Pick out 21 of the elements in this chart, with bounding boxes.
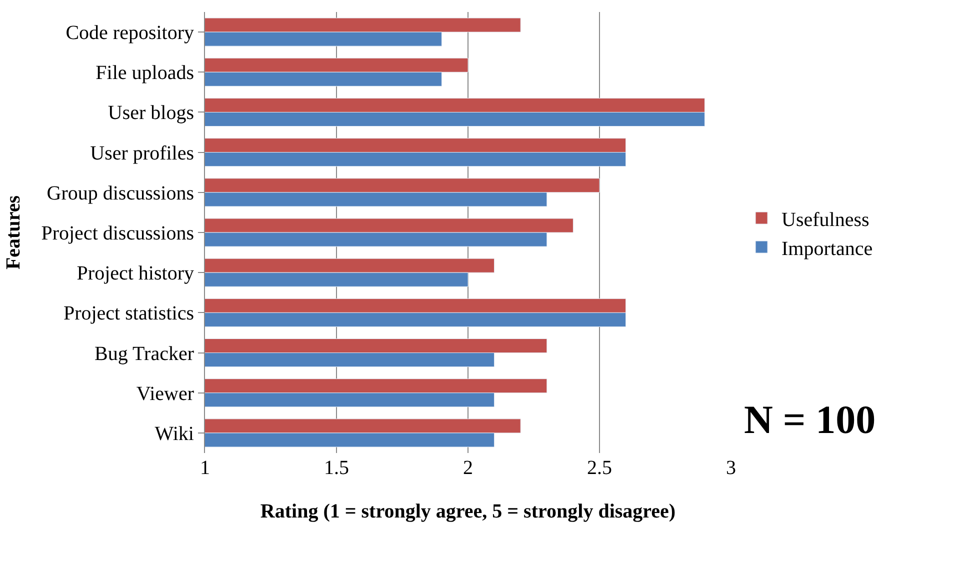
x-tick-label: 2 <box>463 457 473 479</box>
y-tick-label: User profiles <box>90 142 194 164</box>
y-tick-label: Bug Tracker <box>94 342 194 365</box>
y-tick-label: Code repository <box>66 22 194 44</box>
y-axis-title: Features <box>2 195 25 270</box>
y-tick-label: File uploads <box>96 62 194 84</box>
y-tick-label: User blogs <box>108 102 194 124</box>
y-tick-label: Project discussions <box>41 222 194 244</box>
x-axis-title: Rating (1 = strongly agree, 5 = strongly disagree) <box>260 500 676 522</box>
x-tick-label: 2.5 <box>587 457 612 479</box>
y-tick-label: Group discussions <box>46 182 194 204</box>
y-tick-label: Project history <box>76 262 194 285</box>
y-tick-label: Wiki <box>154 422 194 445</box>
x-tick-label: 1.5 <box>324 457 349 479</box>
y-tick-label: Viewer <box>136 382 194 405</box>
x-tick-label: 3 <box>726 457 736 479</box>
x-tick-label: 1 <box>200 457 210 479</box>
legend-label: Usefulness <box>782 208 870 231</box>
legend-label: Importance <box>782 238 873 260</box>
text: N = 100 <box>744 397 876 442</box>
y-tick-label: Project statistics <box>63 302 194 325</box>
